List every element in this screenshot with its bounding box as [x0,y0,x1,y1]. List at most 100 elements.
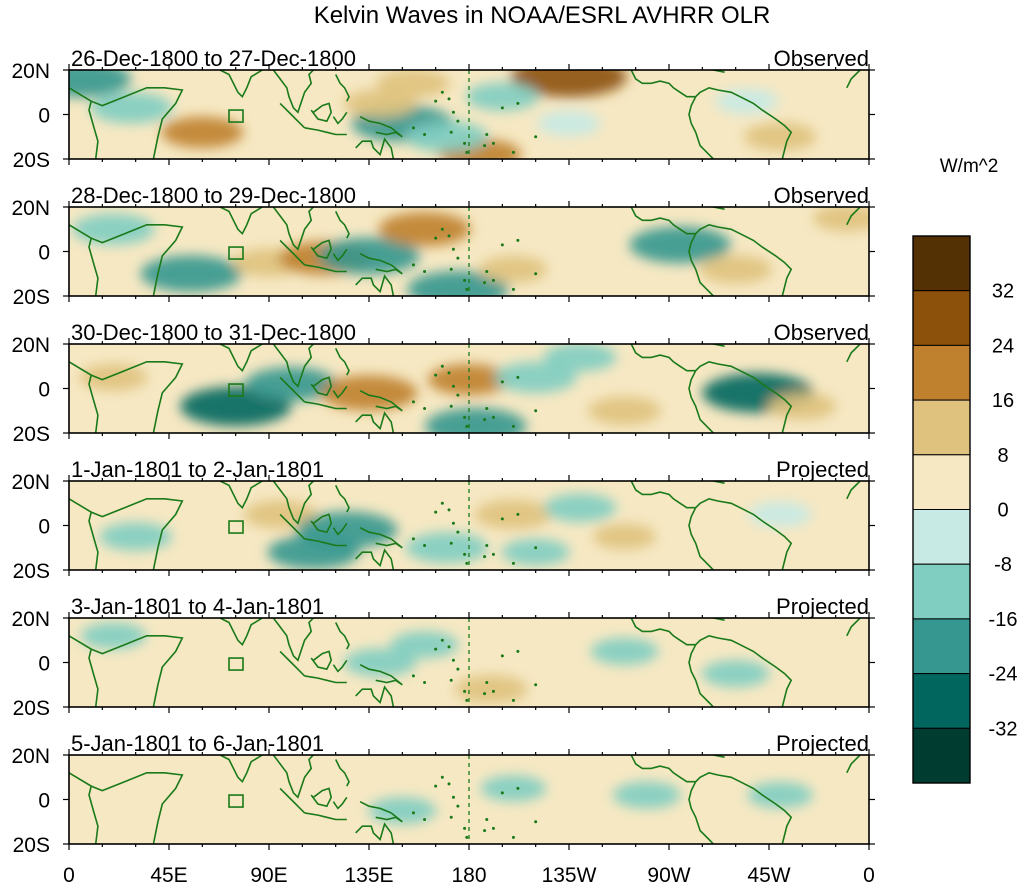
anomaly-cell [405,121,488,153]
y-tick-label: 20N [11,334,50,357]
island-dot [534,272,538,276]
island-dot [451,795,455,799]
anomaly-cell [69,70,131,98]
coastline [630,481,696,509]
island-dot [463,415,467,419]
coastline [88,374,99,433]
anomaly-cell [161,116,244,148]
coastline [688,96,714,159]
island-dot [434,647,438,651]
coastline [304,538,347,547]
x-tick-label: 0 [63,864,75,887]
panel-type: Observed [774,183,869,208]
anomaly-cell [343,89,417,118]
anomaly-cell [699,255,773,284]
coastline [355,822,395,844]
anomaly-cell [407,270,509,296]
coastline [846,618,861,637]
coastline [332,385,348,399]
coastline [279,376,306,403]
anomaly-cell [72,213,155,245]
island-dot [463,141,467,145]
coastline [846,755,861,774]
island-dot [411,126,415,130]
y-tick-label: 0 [38,790,50,813]
island-dot [483,144,487,148]
anomaly-cell [343,648,417,677]
coastline [310,787,333,808]
island-dot [465,698,469,702]
island-dot [511,561,515,565]
coastline [355,685,395,707]
y-tick-label: 0 [38,653,50,676]
y-tick-label: 20S [13,423,50,446]
y-tick-label: 20S [13,286,50,309]
coastline [355,274,395,296]
y-tick-label: 20S [13,834,50,857]
island-dot [456,393,460,397]
island-dot [456,804,460,808]
coastline [219,755,263,784]
coastline [310,102,333,123]
island-dot [463,278,467,282]
anomaly-cell [454,675,528,704]
coastline [272,755,314,799]
coastline [355,411,395,433]
colorbar-swatch [912,399,971,456]
coastline [359,800,403,823]
island-dot [500,791,504,795]
colorbar-label: 8 [997,445,1008,467]
anomaly-cell [80,622,147,649]
anomaly-cell [474,499,553,530]
island-dot [485,133,489,137]
colorbar-frame [912,235,971,784]
coastline [304,127,347,136]
y-tick-label: 0 [38,379,50,402]
anomaly-cell [590,637,659,665]
coastline [279,787,306,814]
island-dot [447,97,451,101]
island-box [228,520,244,534]
coastline [88,785,99,844]
anomaly-cell [465,82,539,111]
coastline [310,239,333,260]
coastline [630,70,696,98]
anomaly-cell [173,639,232,664]
anomaly-cell [494,361,577,393]
colorbar-swatch [912,509,971,565]
coastline [846,70,861,89]
island-dot [511,150,515,154]
anomaly-cell [501,538,570,566]
anomaly-cell [588,396,661,425]
coastline [219,207,263,236]
island-dot [447,371,451,375]
island-dot [491,826,495,830]
island-dot [485,407,489,411]
x-tick-label: 135E [344,864,393,887]
coastline [279,650,306,677]
anomaly-cell [479,255,548,283]
x-axis: 0 45E 90E 135E 180 135W 90W 45W 0 [63,864,875,887]
coastline [630,755,696,783]
coastline [688,507,714,570]
y-tick-label: 20S [13,149,50,172]
colorbar-swatch [912,563,971,620]
colorbar-label: -32 [989,718,1018,740]
panel-1: 26-Dec-1800 to 27-Dec-1800 Observed 20N 0 20… [11,46,875,172]
island-dot [463,689,467,693]
anomaly-field [173,755,813,825]
coastline [332,111,348,125]
y-tick-label: 20N [11,471,50,494]
coastline [279,102,306,129]
island-dot [491,552,495,556]
island-dot [534,409,538,413]
anomaly-cell [140,255,243,293]
coastline [359,663,403,686]
anomaly-cell [480,775,547,802]
anomaly-cell [320,375,418,411]
colorbar-label: 32 [992,281,1014,303]
island-dot [434,236,438,240]
anomaly-field [69,70,817,159]
island-dot [440,364,444,368]
